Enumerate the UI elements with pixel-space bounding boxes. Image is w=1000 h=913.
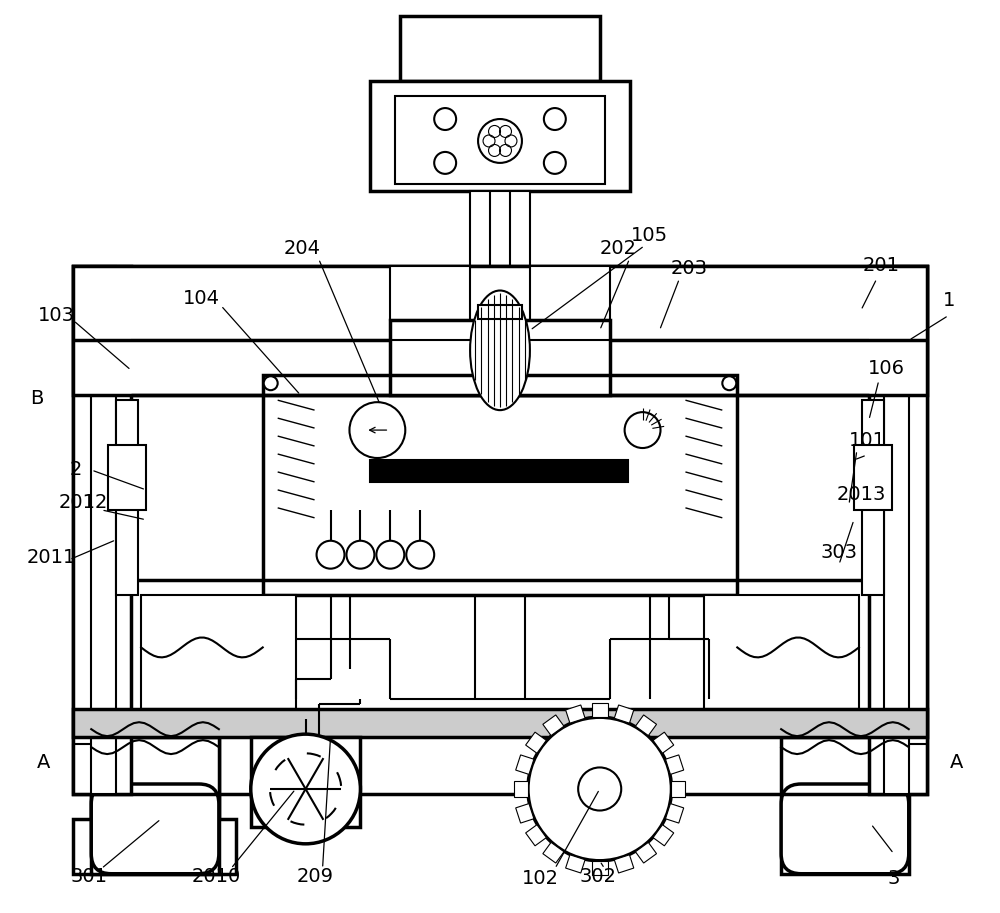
Circle shape — [406, 540, 434, 569]
Text: 302: 302 — [579, 867, 616, 887]
Text: 203: 203 — [671, 259, 708, 278]
Bar — [470, 191, 530, 320]
Circle shape — [317, 540, 344, 569]
Text: 2012: 2012 — [59, 493, 108, 512]
Text: 202: 202 — [599, 239, 636, 258]
Text: 201: 201 — [862, 256, 899, 275]
Bar — [141, 594, 296, 709]
Text: 204: 204 — [284, 239, 321, 258]
FancyBboxPatch shape — [91, 784, 219, 874]
Text: 106: 106 — [868, 359, 905, 378]
Polygon shape — [671, 781, 685, 797]
Text: B: B — [30, 389, 43, 408]
Polygon shape — [543, 843, 564, 863]
Bar — [869, 266, 927, 794]
Text: A: A — [37, 752, 50, 771]
Polygon shape — [635, 843, 657, 863]
Text: 303: 303 — [820, 543, 857, 562]
Polygon shape — [516, 803, 534, 823]
Polygon shape — [566, 855, 585, 873]
Text: 3: 3 — [888, 869, 900, 888]
Polygon shape — [543, 715, 564, 736]
Bar — [781, 737, 909, 874]
Bar — [370, 460, 628, 482]
Text: 301: 301 — [71, 867, 108, 887]
Bar — [73, 266, 927, 395]
Bar — [862, 400, 884, 594]
Circle shape — [625, 412, 661, 448]
Polygon shape — [614, 855, 634, 873]
Circle shape — [578, 768, 621, 811]
Polygon shape — [592, 861, 608, 875]
Ellipse shape — [470, 290, 530, 410]
Polygon shape — [516, 755, 534, 774]
Bar — [854, 445, 892, 509]
Text: 101: 101 — [848, 431, 885, 449]
Circle shape — [722, 376, 736, 390]
Text: 209: 209 — [297, 867, 334, 887]
Polygon shape — [665, 803, 684, 823]
Polygon shape — [653, 824, 674, 845]
Bar — [73, 266, 927, 794]
Polygon shape — [526, 732, 546, 753]
Polygon shape — [653, 732, 674, 753]
Bar — [73, 266, 131, 794]
Bar — [478, 306, 522, 320]
Circle shape — [251, 734, 360, 844]
Bar — [251, 737, 360, 827]
Polygon shape — [635, 715, 657, 736]
Bar — [400, 16, 600, 81]
Circle shape — [376, 540, 404, 569]
Text: 2013: 2013 — [836, 486, 886, 504]
Bar — [530, 266, 610, 320]
Bar — [263, 375, 737, 594]
Polygon shape — [566, 705, 585, 723]
Circle shape — [349, 402, 405, 458]
Text: 1: 1 — [942, 291, 955, 310]
Text: 102: 102 — [521, 869, 558, 888]
Text: A: A — [950, 752, 963, 771]
Text: 2010: 2010 — [191, 867, 240, 887]
Bar — [390, 320, 610, 395]
FancyBboxPatch shape — [781, 784, 909, 874]
Polygon shape — [514, 781, 528, 797]
Bar — [884, 266, 909, 794]
Polygon shape — [592, 703, 608, 718]
Bar — [390, 266, 470, 320]
Polygon shape — [526, 824, 546, 845]
Bar — [91, 266, 116, 794]
Bar — [91, 737, 219, 874]
Text: 103: 103 — [38, 306, 75, 325]
Bar — [395, 96, 605, 184]
Circle shape — [528, 718, 671, 861]
Text: 2011: 2011 — [27, 548, 76, 567]
Polygon shape — [73, 737, 236, 874]
Bar — [108, 445, 146, 509]
Bar — [370, 81, 630, 191]
Bar — [704, 594, 859, 709]
Text: 105: 105 — [631, 226, 668, 246]
Polygon shape — [614, 705, 634, 723]
Polygon shape — [665, 755, 684, 774]
Text: 104: 104 — [182, 289, 219, 308]
Circle shape — [346, 540, 374, 569]
Circle shape — [264, 376, 278, 390]
Bar — [73, 709, 927, 737]
Bar — [116, 400, 138, 594]
Text: 2: 2 — [70, 460, 82, 479]
